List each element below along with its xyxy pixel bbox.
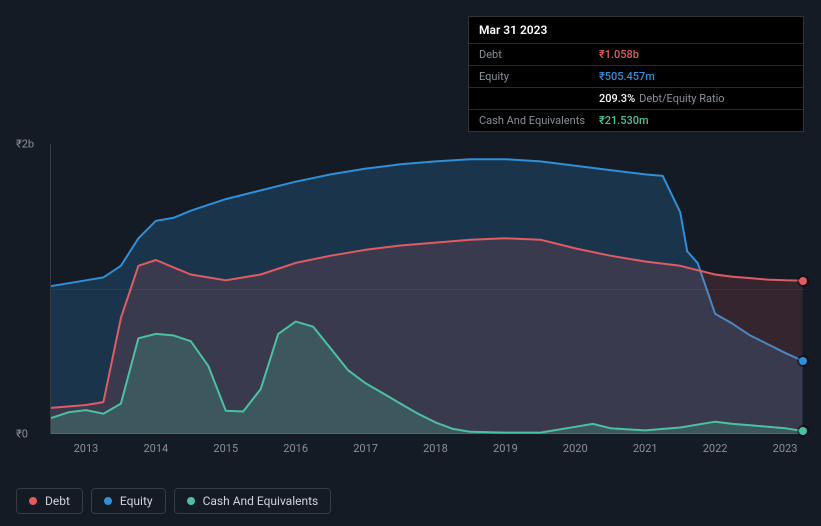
tooltip-row: Equity₹505.457m [469,65,803,87]
legend-label: Cash And Equivalents [203,494,319,508]
chart-plot-area[interactable]: 2013201420152016201720182019202020212022… [50,144,805,434]
series-marker [799,357,807,365]
legend-item-equity[interactable]: Equity [91,488,166,514]
x-axis-tick: 2022 [703,442,728,455]
tooltip-row: Debt₹1.058b [469,43,803,65]
x-axis-tick: 2021 [633,442,658,455]
tooltip-date: Mar 31 2023 [469,17,803,43]
tooltip-row-value: 209.3% [599,92,635,105]
chart-legend: Debt Equity Cash And Equivalents [16,488,331,514]
legend-item-debt[interactable]: Debt [16,488,83,514]
series-marker [799,427,807,435]
legend-label: Equity [120,494,153,508]
legend-dot-icon [104,497,112,505]
legend-label: Debt [45,494,70,508]
x-axis-tick: 2014 [143,442,168,455]
y-axis-tick: ₹0 [16,428,28,441]
x-axis-tick: 2020 [563,442,588,455]
x-axis-tick: 2016 [283,442,308,455]
tooltip-row-value: ₹1.058b [599,48,639,61]
tooltip-row-label: Equity [479,70,599,83]
debt-equity-chart: ₹0₹2b 2013201420152016201720182019202020… [16,120,805,460]
x-axis-tick: 2019 [493,442,518,455]
legend-item-cash-and-equivalents[interactable]: Cash And Equivalents [174,488,332,514]
x-axis-tick: 2015 [213,442,238,455]
series-marker [799,277,807,285]
tooltip-row: 209.3% Debt/Equity Ratio [469,87,803,109]
x-axis-tick: 2018 [423,442,448,455]
x-axis-tick: 2023 [773,442,798,455]
data-tooltip: Mar 31 2023 Debt₹1.058bEquity₹505.457m20… [468,16,804,132]
x-axis-tick: 2013 [74,442,99,455]
tooltip-row-suffix: Debt/Equity Ratio [639,92,724,105]
gridline [51,289,805,290]
legend-dot-icon [29,497,37,505]
legend-dot-icon [187,497,195,505]
x-axis-tick: 2017 [353,442,378,455]
y-axis-tick: ₹2b [16,138,34,151]
tooltip-row-label: Debt [479,48,599,61]
tooltip-row-value: ₹505.457m [599,70,655,83]
